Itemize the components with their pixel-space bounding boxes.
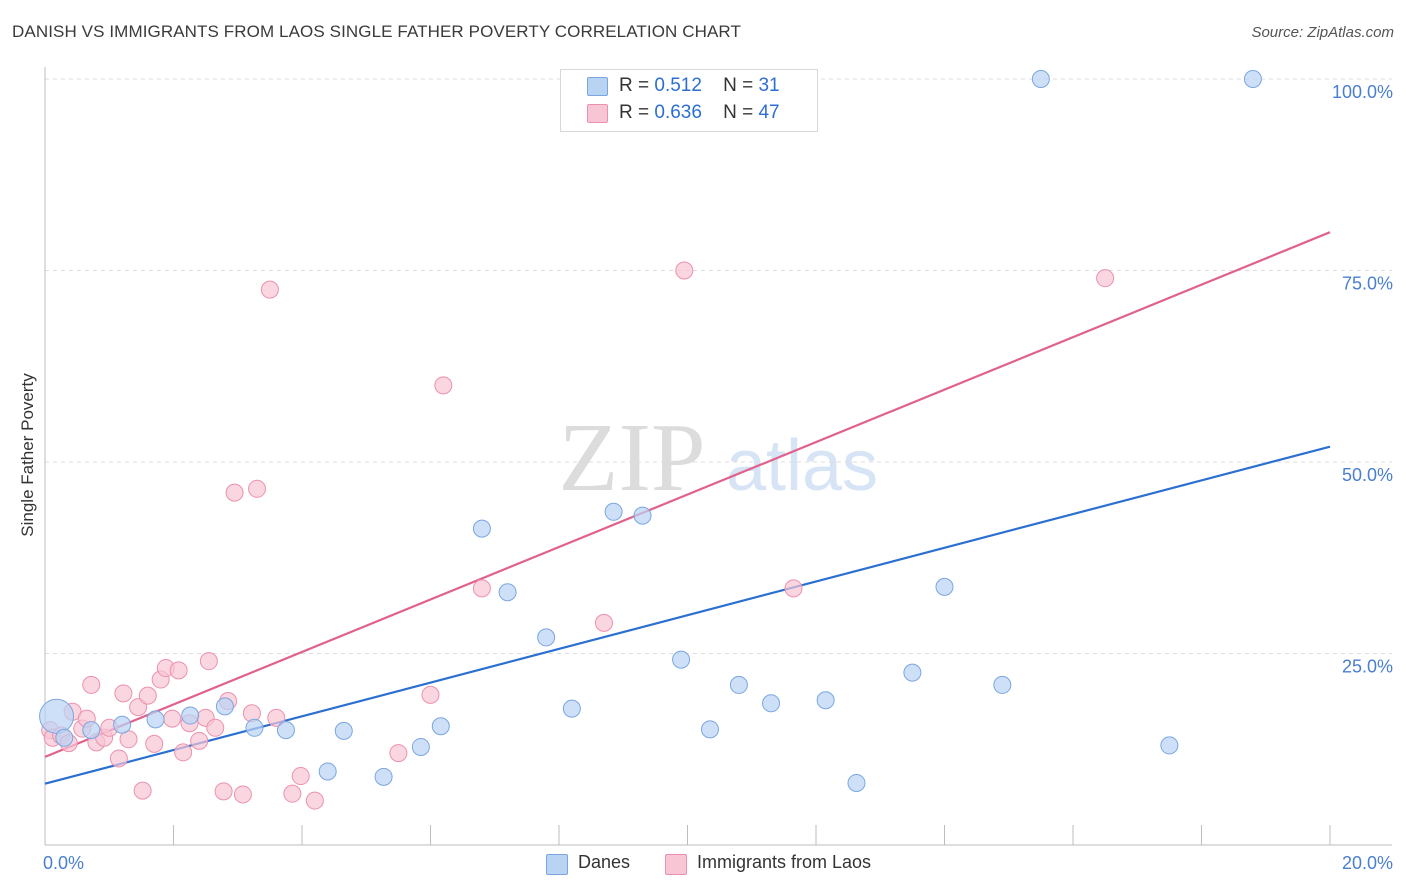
laos-r-value: 0.636: [654, 102, 702, 123]
laos-point: [214, 782, 233, 801]
laos-point: [114, 684, 133, 703]
stats-box: R = 0.512 N = 31 R = 0.636 N = 47: [560, 69, 818, 132]
danes-r-value: 0.512: [654, 75, 702, 96]
watermark-atlas: atlas: [726, 426, 878, 506]
danes-point: [39, 698, 75, 734]
laos-point: [174, 743, 193, 762]
laos-point: [784, 579, 803, 598]
legend-danes-label: Danes: [578, 852, 631, 872]
laos-point: [225, 483, 244, 502]
laos-point: [421, 685, 440, 704]
danes-point: [146, 710, 165, 729]
laos-point: [82, 675, 101, 694]
gridlines: [45, 78, 1392, 654]
laos-point: [145, 734, 164, 753]
legend-laos-label: Immigrants from Laos: [697, 852, 872, 872]
laos-point: [434, 376, 453, 395]
x-tick-label: 20.0%: [1342, 853, 1393, 873]
data-points: [39, 70, 1262, 810]
danes-point: [537, 628, 556, 647]
x-tick-label: 0.0%: [43, 853, 84, 873]
laos-swatch: [587, 104, 608, 123]
danes-point: [1243, 70, 1262, 88]
danes-n-value: 31: [758, 75, 780, 96]
laos-point: [305, 791, 324, 810]
laos-point: [291, 767, 310, 786]
laos-point: [260, 280, 279, 299]
danes-point: [762, 694, 781, 713]
danes-point: [562, 699, 581, 718]
danes-point: [729, 675, 748, 694]
laos-n-value: 47: [758, 102, 780, 123]
danes-r-label: R =: [619, 75, 650, 96]
danes-point: [82, 721, 101, 740]
danes-point: [472, 519, 491, 538]
tick-labels: 25.0% 50.0% 75.0% 100.0% 0.0% 20.0%: [43, 82, 1393, 873]
danes-point: [935, 577, 954, 596]
laos-point: [594, 613, 613, 632]
laos-point: [233, 785, 252, 804]
legend-laos-swatch: [665, 854, 687, 875]
danes-point: [181, 706, 200, 725]
laos-point: [283, 784, 302, 803]
danes-point: [633, 506, 652, 525]
danes-point: [498, 583, 517, 602]
laos-n-label: N =: [723, 102, 754, 123]
laos-point: [129, 698, 148, 717]
laos-point: [169, 661, 188, 680]
danes-point: [993, 675, 1012, 694]
y-tick-label: 100.0%: [1332, 82, 1393, 102]
danes-point: [1031, 70, 1050, 88]
danes-n-label: N =: [723, 75, 754, 96]
danes-point: [847, 773, 866, 792]
danes-point: [672, 650, 691, 669]
laos-trend-line: [44, 231, 1331, 758]
laos-point: [389, 744, 408, 763]
laos-point: [206, 718, 225, 737]
danes-point: [431, 717, 450, 736]
watermark-zip: ZIP: [559, 404, 706, 512]
laos-point: [1096, 269, 1115, 288]
danes-point: [903, 663, 922, 682]
y-axis-label: Single Father Poverty: [18, 373, 37, 537]
danes-point: [55, 728, 74, 747]
laos-point: [248, 479, 267, 498]
danes-point: [318, 762, 337, 781]
y-tick-label: 75.0%: [1342, 274, 1393, 294]
danes-point: [215, 697, 234, 716]
legend-danes-swatch: [546, 854, 568, 875]
danes-point: [276, 721, 295, 740]
laos-point: [675, 261, 694, 280]
danes-swatch: [587, 77, 608, 96]
y-tick-label: 50.0%: [1342, 465, 1393, 485]
laos-point: [163, 709, 182, 728]
laos-point: [190, 731, 209, 750]
laos-point: [133, 781, 152, 800]
laos-point: [267, 708, 286, 727]
source-credit: Source: ZipAtlas.com: [1251, 24, 1394, 41]
chart-title: DANISH VS IMMIGRANTS FROM LAOS SINGLE FA…: [12, 22, 741, 41]
danes-point: [245, 718, 264, 737]
danes-point: [700, 720, 719, 739]
danes-point: [604, 502, 623, 521]
danes-point: [113, 715, 132, 734]
laos-point: [109, 749, 128, 768]
laos-point: [472, 579, 491, 598]
danes-point: [816, 691, 835, 710]
danes-point: [411, 737, 430, 756]
laos-point: [199, 652, 218, 671]
laos-point: [138, 686, 157, 705]
y-tick-label: 25.0%: [1342, 657, 1393, 677]
danes-point: [334, 721, 353, 740]
laos-r-label: R =: [619, 102, 650, 123]
danes-point: [1160, 736, 1179, 755]
watermark: ZIP atlas: [559, 404, 879, 512]
danes-point: [374, 767, 393, 786]
